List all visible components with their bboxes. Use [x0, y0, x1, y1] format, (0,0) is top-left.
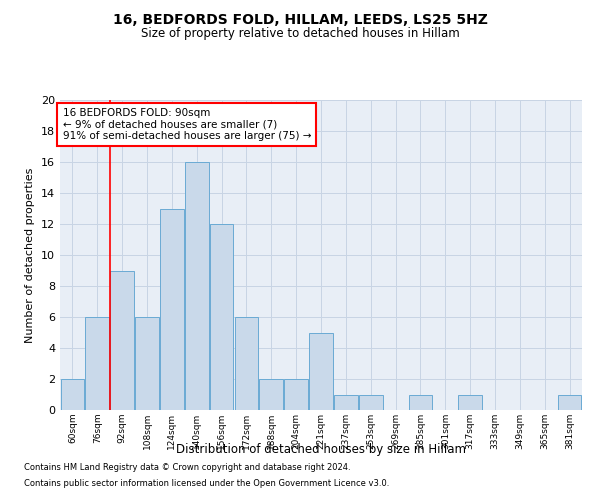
Bar [110, 270, 134, 410]
Text: Size of property relative to detached houses in Hillam: Size of property relative to detached ho… [140, 28, 460, 40]
Bar [61, 379, 84, 410]
Text: Distribution of detached houses by size in Hillam: Distribution of detached houses by size … [176, 442, 466, 456]
Text: Contains public sector information licensed under the Open Government Licence v3: Contains public sector information licen… [24, 478, 389, 488]
Bar [409, 394, 432, 410]
Bar [259, 379, 283, 410]
Bar [210, 224, 233, 410]
Bar [309, 332, 333, 410]
Bar [135, 317, 159, 410]
Bar [85, 317, 109, 410]
Text: 16, BEDFORDS FOLD, HILLAM, LEEDS, LS25 5HZ: 16, BEDFORDS FOLD, HILLAM, LEEDS, LS25 5… [113, 12, 487, 26]
Bar [235, 317, 258, 410]
Bar [334, 394, 358, 410]
Bar [359, 394, 383, 410]
Y-axis label: Number of detached properties: Number of detached properties [25, 168, 35, 342]
Bar [185, 162, 209, 410]
Text: 16 BEDFORDS FOLD: 90sqm
← 9% of detached houses are smaller (7)
91% of semi-deta: 16 BEDFORDS FOLD: 90sqm ← 9% of detached… [62, 108, 311, 141]
Bar [558, 394, 581, 410]
Bar [458, 394, 482, 410]
Text: Contains HM Land Registry data © Crown copyright and database right 2024.: Contains HM Land Registry data © Crown c… [24, 464, 350, 472]
Bar [160, 208, 184, 410]
Bar [284, 379, 308, 410]
